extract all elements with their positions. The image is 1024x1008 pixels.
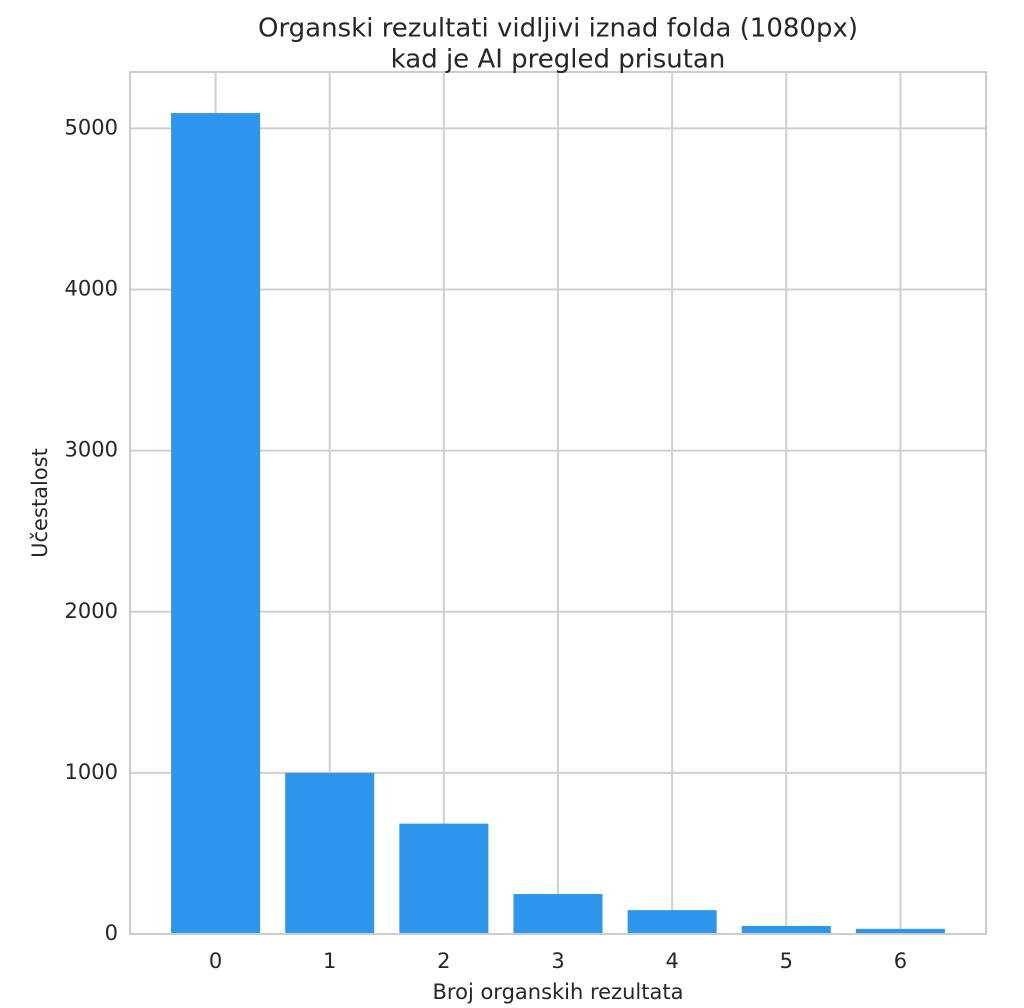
- y-tick-label: 0: [105, 921, 118, 945]
- x-tick-label: 1: [323, 949, 336, 973]
- plot-frame: [129, 71, 987, 935]
- y-tick-label: 2000: [65, 599, 118, 623]
- y-tick-label: 3000: [65, 438, 118, 462]
- bar-3: [513, 894, 603, 934]
- x-tick-label: 3: [551, 949, 564, 973]
- chart-title-line-1: Organski rezultati vidljivi iznad folda …: [258, 14, 858, 44]
- bar-4: [627, 910, 717, 934]
- bar-0: [171, 113, 261, 934]
- y-tick-labels: 0 1000 2000 3000 4000 5000: [65, 115, 118, 945]
- x-tick-label: 2: [437, 949, 450, 973]
- grid-lines: [130, 72, 986, 935]
- bar-2: [399, 823, 489, 934]
- y-axis-label: Učestalost: [28, 448, 52, 558]
- y-tick-label: 1000: [65, 760, 118, 784]
- x-tick-label: 4: [665, 949, 678, 973]
- y-tick-label: 5000: [65, 115, 118, 139]
- y-tick-label: 4000: [65, 277, 118, 301]
- x-tick-label: 6: [894, 949, 907, 973]
- bar-1: [285, 772, 375, 934]
- bar-5: [741, 925, 831, 934]
- x-tick-labels: 0 1 2 3 4 5 6: [209, 949, 907, 973]
- chart-title-line-2: kad je AI pregled prisutan: [391, 45, 726, 75]
- x-axis-label: Broj organskih rezultata: [433, 980, 684, 1004]
- x-tick-label: 5: [780, 949, 793, 973]
- x-tick-label: 0: [209, 949, 222, 973]
- bar-6: [855, 928, 945, 934]
- bar-series: [171, 113, 945, 934]
